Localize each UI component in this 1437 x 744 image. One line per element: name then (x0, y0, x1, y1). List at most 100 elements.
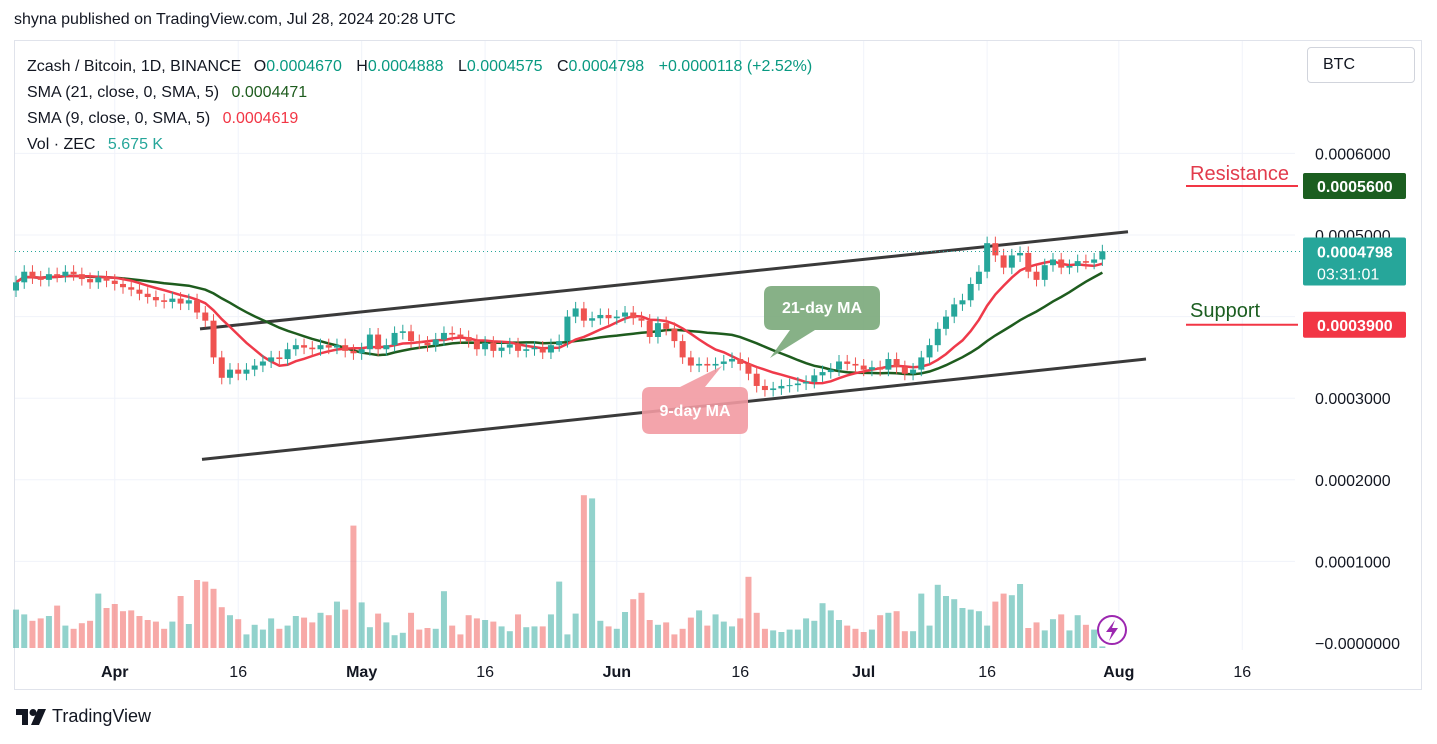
candle-body[interactable] (951, 304, 958, 317)
candle-body[interactable] (539, 347, 546, 353)
candle-body[interactable] (259, 361, 266, 366)
candle-body[interactable] (893, 359, 900, 368)
candle-body[interactable] (654, 323, 661, 337)
candle-body[interactable] (1058, 259, 1065, 268)
candle-body[interactable] (638, 318, 645, 321)
candle-body[interactable] (696, 363, 703, 366)
candle-body[interactable] (309, 347, 316, 350)
candle-body[interactable] (128, 287, 135, 290)
candle-body[interactable] (811, 375, 818, 382)
candle-body[interactable] (778, 385, 785, 389)
candle-body[interactable] (630, 312, 637, 319)
candle-body[interactable] (301, 345, 308, 348)
candle-body[interactable] (251, 365, 258, 370)
candle-body[interactable] (1033, 271, 1040, 280)
candle-body[interactable] (671, 328, 678, 342)
candle-body[interactable] (325, 345, 332, 348)
candle-body[interactable] (580, 308, 587, 321)
candle-body[interactable] (992, 243, 999, 256)
candle-body[interactable] (877, 367, 884, 370)
candle-body[interactable] (605, 314, 612, 319)
candle-body[interactable] (87, 279, 94, 283)
candle-body[interactable] (21, 271, 28, 283)
candle-body[interactable] (457, 334, 464, 337)
candle-body[interactable] (78, 274, 85, 280)
candle-body[interactable] (803, 381, 810, 384)
sma21-row[interactable]: SMA (21, close, 0, SMA, 5) 0.0004471 (27, 80, 822, 106)
candle-body[interactable] (62, 271, 69, 276)
candle-body[interactable] (350, 350, 357, 354)
candle-body[interactable] (45, 274, 52, 280)
candle-body[interactable] (745, 363, 752, 374)
candle-body[interactable] (498, 347, 505, 351)
symbol-title[interactable]: Zcash / Bitcoin, 1D, BINANCE (27, 58, 242, 75)
candle-body[interactable] (704, 363, 711, 366)
candle-body[interactable] (720, 361, 727, 364)
candle-body[interactable] (556, 341, 563, 346)
candle-body[interactable] (1074, 261, 1081, 267)
candle-body[interactable] (194, 300, 201, 313)
candle-body[interactable] (161, 300, 168, 302)
candle-body[interactable] (531, 347, 538, 350)
candle-body[interactable] (152, 297, 159, 301)
candle-body[interactable] (1041, 265, 1048, 280)
candle-body[interactable] (984, 243, 991, 272)
candle-body[interactable] (482, 342, 489, 350)
candle-body[interactable] (506, 344, 513, 348)
candle-body[interactable] (218, 357, 225, 378)
candle-body[interactable] (408, 331, 415, 342)
candle-body[interactable] (210, 320, 217, 358)
candle-body[interactable] (276, 357, 283, 360)
candle-body[interactable] (589, 318, 596, 321)
candle-body[interactable] (177, 298, 184, 304)
footer-brand[interactable]: TradingView (16, 706, 151, 727)
candle-body[interactable] (29, 271, 36, 278)
candle-body[interactable] (934, 328, 941, 346)
candle-body[interactable] (770, 388, 777, 391)
candle-body[interactable] (169, 298, 176, 302)
candle-body[interactable] (687, 357, 694, 366)
candle-body[interactable] (119, 283, 126, 288)
candle-body[interactable] (515, 344, 522, 351)
candle-body[interactable] (622, 312, 629, 317)
candle-body[interactable] (1091, 259, 1098, 263)
candle-body[interactable] (926, 345, 933, 358)
candle-body[interactable] (432, 339, 439, 346)
currency-button[interactable]: BTC (1307, 47, 1415, 83)
volume-row[interactable]: Vol · ZEC 5.675 K (27, 132, 822, 158)
candle-body[interactable] (136, 289, 143, 294)
candle-body[interactable] (597, 314, 604, 319)
candle-body[interactable] (819, 372, 826, 376)
candle-body[interactable] (827, 369, 834, 373)
candle-body[interactable] (185, 300, 192, 304)
candle-body[interactable] (284, 349, 291, 360)
candle-body[interactable] (70, 271, 77, 275)
candle-body[interactable] (572, 308, 579, 317)
candle-body[interactable] (333, 345, 340, 348)
candle-body[interactable] (1025, 252, 1032, 272)
candle-body[interactable] (910, 369, 917, 374)
candle-body[interactable] (391, 332, 398, 346)
candle-body[interactable] (852, 363, 859, 366)
candle-body[interactable] (399, 331, 406, 333)
candle-body[interactable] (449, 332, 456, 335)
candle-body[interactable] (1000, 255, 1007, 268)
candle-body[interactable] (465, 337, 472, 342)
candle-body[interactable] (1017, 252, 1024, 256)
candle-body[interactable] (13, 282, 19, 291)
candle-body[interactable] (967, 283, 974, 301)
candle-body[interactable] (54, 274, 61, 276)
candle-body[interactable] (959, 300, 966, 305)
candle-body[interactable] (794, 383, 801, 386)
candle-body[interactable] (868, 367, 875, 370)
candle-body[interactable] (226, 369, 233, 378)
candle-body[interactable] (37, 277, 44, 280)
candle-body[interactable] (416, 341, 423, 343)
candle-body[interactable] (737, 359, 744, 364)
candle-body[interactable] (235, 369, 242, 374)
candle-body[interactable] (342, 345, 349, 351)
candle-body[interactable] (103, 277, 110, 281)
sma9-line[interactable] (15, 259, 1103, 385)
candle-body[interactable] (144, 293, 151, 298)
candle-body[interactable] (523, 349, 530, 351)
